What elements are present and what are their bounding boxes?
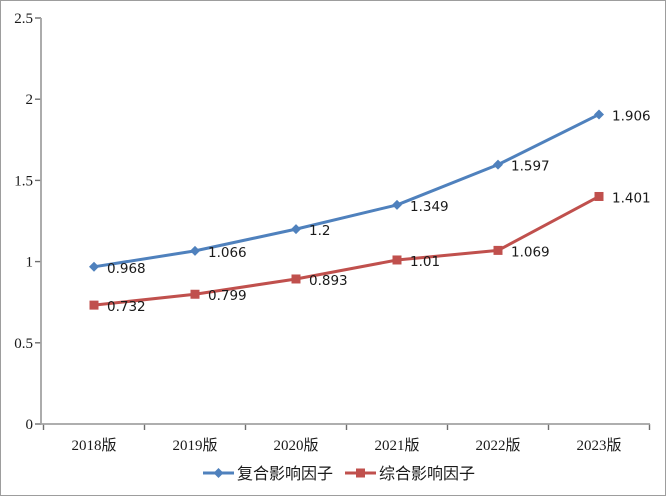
data-point-label: 1.069: [511, 244, 550, 260]
diamond-marker: [392, 199, 402, 210]
data-point-label: 1.349: [410, 199, 449, 215]
data-point-label: 0.732: [107, 299, 146, 315]
data-point-label: 1.01: [410, 254, 440, 270]
y-axis-tick-label: 1: [26, 255, 34, 271]
y-axis-tick-label: 2.5: [14, 11, 33, 27]
data-point-label: 0.968: [107, 261, 146, 277]
square-marker: [190, 289, 200, 299]
square-marker: [89, 300, 99, 310]
diamond-marker: [190, 245, 200, 256]
legend-diamond-icon: [213, 468, 224, 478]
y-axis-tick-label: 2: [26, 92, 34, 108]
diamond-marker: [493, 159, 503, 170]
data-point-label: 1.401: [612, 190, 651, 206]
x-axis-category-label: 2022版: [475, 437, 520, 454]
y-axis-tick-label: 0.5: [14, 336, 33, 352]
x-axis-category-label: 2020版: [273, 437, 318, 454]
square-marker: [594, 191, 604, 201]
x-axis-category-label: 2019版: [172, 437, 217, 454]
square-marker: [493, 245, 503, 255]
square-marker: [392, 255, 402, 265]
y-axis-tick-label: 0: [26, 417, 34, 433]
legend-label-comprehensive: 综合影响因子: [379, 465, 475, 483]
x-axis-category-label: 2021版: [374, 437, 419, 454]
data-point-label: 1.597: [511, 159, 550, 175]
diamond-marker: [291, 224, 301, 235]
x-axis-category-label: 2018版: [71, 437, 116, 454]
data-point-label: 1.066: [208, 245, 247, 261]
series-line-composite: [92, 112, 601, 269]
data-point-label: 0.799: [208, 288, 247, 304]
series-line-comprehensive: [92, 194, 601, 307]
x-axis-category-label: 2023版: [576, 437, 621, 454]
legend-label-composite: 复合影响因子: [237, 465, 333, 483]
square-marker: [291, 274, 301, 284]
diamond-marker: [89, 261, 99, 272]
y-axis-tick-label: 1.5: [14, 173, 33, 189]
data-point-label: 1.2: [309, 223, 330, 239]
data-point-label: 1.906: [612, 108, 651, 124]
data-point-label: 0.893: [309, 273, 348, 289]
diamond-marker: [594, 109, 604, 120]
legend-square-icon: [356, 468, 365, 478]
